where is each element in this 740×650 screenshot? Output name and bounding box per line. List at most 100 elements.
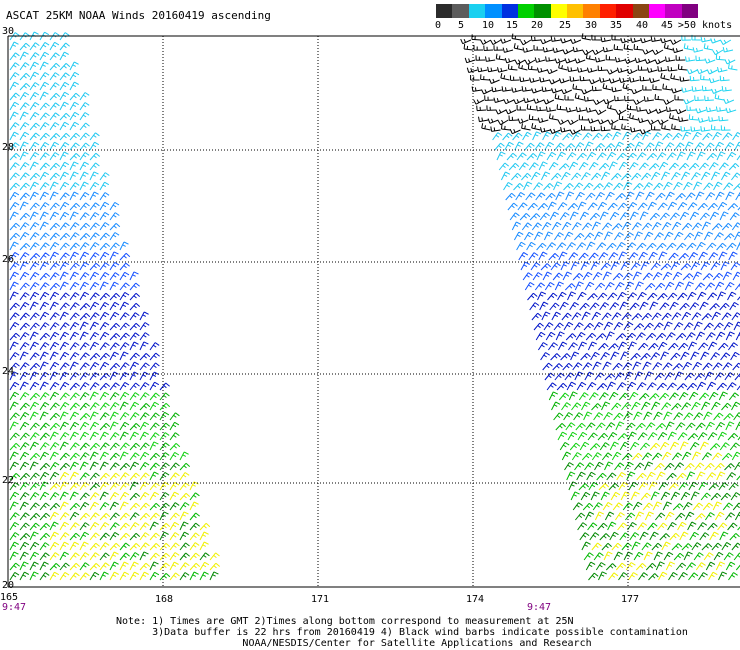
wind-barb	[89, 341, 100, 351]
wind-barb	[697, 432, 708, 441]
wind-barb	[708, 571, 718, 581]
wind-barb	[551, 311, 561, 321]
wind-barb	[619, 77, 630, 83]
wind-barb	[49, 312, 60, 321]
wind-barb	[29, 271, 40, 281]
wind-barb	[664, 372, 675, 381]
wind-barb	[607, 292, 618, 301]
wind-barb	[704, 462, 715, 471]
wind-barb	[705, 192, 716, 201]
wind-barb	[29, 181, 39, 191]
wind-barb	[159, 462, 170, 471]
wind-barb	[707, 202, 718, 211]
wind-barb	[523, 231, 534, 241]
wind-barb	[670, 73, 680, 81]
wind-barb	[720, 261, 730, 271]
wind-barb	[560, 171, 571, 181]
wind-barb	[668, 392, 679, 401]
wind-barb	[610, 351, 620, 361]
wind-barb	[686, 471, 696, 481]
wind-barb	[664, 511, 675, 521]
wind-barb	[626, 104, 637, 111]
wind-barb	[676, 472, 687, 481]
wind-barb	[664, 462, 675, 471]
wind-barb	[567, 431, 578, 441]
wind-barb	[49, 541, 60, 551]
wind-barb	[9, 81, 19, 91]
wind-barb	[722, 46, 734, 53]
wind-barb	[139, 403, 151, 411]
wind-barb	[29, 242, 40, 251]
wind-barb	[722, 271, 732, 281]
wind-barb	[651, 221, 662, 231]
wind-barb	[89, 132, 100, 141]
wind-barb	[581, 311, 591, 321]
wind-barb	[49, 152, 60, 161]
wind-barb	[662, 132, 673, 141]
wind-barb	[9, 271, 19, 281]
wind-barb	[59, 562, 70, 571]
wind-barb	[119, 262, 130, 271]
wind-barb	[9, 191, 20, 201]
wind-barb	[715, 421, 726, 431]
wind-barb	[680, 263, 692, 271]
wind-barb	[119, 252, 131, 261]
scale-swatch	[517, 4, 535, 18]
wind-barb	[714, 93, 724, 101]
wind-barb	[577, 341, 587, 351]
wind-barb	[671, 543, 683, 551]
wind-barb	[594, 143, 605, 151]
wind-barb	[695, 191, 705, 201]
wind-barb	[601, 312, 612, 321]
wind-barb	[498, 162, 510, 171]
wind-barb	[49, 552, 60, 561]
wind-barb	[627, 341, 637, 351]
wind-barb	[579, 302, 590, 311]
wind-barb	[598, 162, 610, 171]
wind-barb	[686, 382, 698, 391]
wind-barb	[709, 531, 719, 541]
wind-barb	[69, 482, 80, 491]
wind-barb	[661, 541, 671, 551]
wind-barb	[621, 542, 632, 551]
wind-barb	[9, 381, 20, 391]
wind-barb	[9, 352, 20, 361]
wind-barb	[658, 251, 668, 261]
wind-barb	[490, 126, 501, 132]
wind-barb	[587, 522, 598, 531]
wind-barb	[169, 561, 179, 571]
wind-barb	[685, 562, 696, 571]
wind-barb	[695, 562, 706, 571]
wind-barb	[69, 342, 80, 351]
wind-barb	[550, 353, 561, 361]
wind-barb	[69, 572, 80, 581]
wind-barb	[688, 481, 698, 491]
wind-barb	[582, 362, 593, 371]
wind-barb	[729, 533, 740, 541]
wind-barb	[581, 222, 593, 231]
wind-barb	[19, 533, 31, 541]
scale-label: 40	[635, 20, 649, 31]
wind-barb	[702, 502, 714, 511]
wind-barb	[652, 84, 662, 91]
wind-barb	[674, 281, 685, 291]
wind-barb	[611, 123, 621, 131]
wind-barb	[584, 141, 594, 151]
wind-barb	[89, 442, 101, 451]
wind-barb	[49, 272, 60, 281]
wind-barb	[534, 57, 546, 63]
wind-barb	[129, 561, 139, 571]
wind-barb	[39, 41, 50, 51]
wind-barb	[573, 322, 584, 331]
wind-barb	[129, 292, 141, 301]
wind-barb	[693, 231, 704, 241]
wind-barb	[633, 411, 643, 421]
wind-barb	[697, 202, 708, 211]
wind-barb	[49, 471, 60, 481]
wind-barb	[637, 117, 649, 124]
wind-barb	[683, 322, 694, 331]
wind-barb	[542, 131, 552, 141]
wind-barb	[700, 351, 710, 361]
wind-barb	[716, 151, 726, 161]
wind-barb	[19, 492, 30, 501]
